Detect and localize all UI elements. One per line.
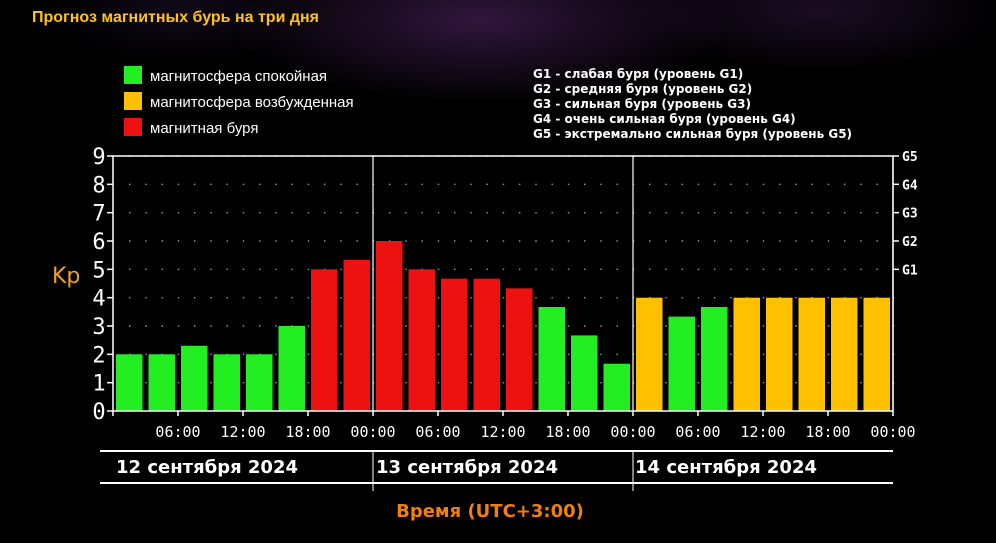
bar (246, 354, 273, 411)
bar (863, 297, 890, 411)
x-tick-label: 18:00 (285, 423, 330, 441)
bar (701, 307, 728, 411)
legend-label-excited: магнитосфера возбужденная (150, 94, 354, 111)
day-label: 13 сентября 2024 (376, 457, 558, 478)
bar (376, 241, 403, 411)
bar (538, 307, 565, 411)
bar (668, 316, 695, 411)
g-tick-label: G1 (902, 263, 918, 278)
day-label: 14 сентября 2024 (635, 457, 817, 478)
x-tick-label: 12:00 (740, 423, 785, 441)
g-tick-label: G3 (902, 207, 918, 222)
y-tick-label: 6 (92, 230, 105, 255)
bar (148, 354, 175, 411)
g-scale-item-2: G2 - средняя буря (уровень G2) (533, 82, 752, 96)
x-tick-label: 18:00 (805, 423, 850, 441)
bar (733, 297, 760, 411)
bar (636, 297, 663, 411)
bar (441, 278, 468, 411)
y-tick-label: 9 (92, 145, 105, 170)
y-axis-label: Kp (52, 264, 80, 289)
legend-label-storm: магнитная буря (150, 120, 258, 137)
y-tick-label: 8 (92, 173, 105, 198)
bar (571, 335, 598, 411)
g-tick-label: G2 (902, 235, 918, 250)
x-tick-label: 12:00 (220, 423, 265, 441)
x-tick-label: 06:00 (155, 423, 200, 441)
legend-swatch-storm (124, 118, 142, 136)
bar (311, 269, 338, 411)
bar (213, 354, 240, 411)
x-axis-label: Время (UTC+3:00) (396, 501, 584, 522)
page-title: Прогноз магнитных бурь на три дня (32, 9, 319, 26)
bar (766, 297, 793, 411)
legend-swatch-calm (124, 66, 142, 84)
g-tick-label: G5 (902, 150, 918, 165)
bars (116, 241, 890, 411)
y-tick-label: 5 (92, 258, 105, 283)
bar (343, 260, 370, 411)
bar (181, 345, 208, 411)
x-tick-label: 12:00 (480, 423, 525, 441)
x-tick-label: 00:00 (350, 423, 395, 441)
bar (831, 297, 858, 411)
y-tick-label: 2 (92, 343, 105, 368)
bar (278, 326, 305, 411)
bar (603, 363, 630, 411)
x-axis: 06:00 12:00 18:00 00:00 06:00 12:00 18:00 00:00… (100, 411, 916, 522)
y-tick-label: 4 (92, 287, 105, 312)
bar (408, 269, 435, 411)
x-tick-label: 00:00 (870, 423, 915, 441)
g-scale-item-5: G5 - экстремально сильная буря (уровень … (533, 127, 852, 141)
y-tick-label: 3 (92, 315, 105, 340)
x-tick-label: 00:00 (610, 423, 655, 441)
y-tick-label: 1 (92, 372, 105, 397)
bar (473, 278, 500, 411)
legend: магнитосфера спокойная магнитосфера возбу… (124, 66, 354, 137)
g-scale-item-4: G4 - очень сильная буря (уровень G4) (533, 112, 796, 126)
bar (116, 354, 143, 411)
x-tick-label: 06:00 (675, 423, 720, 441)
legend-swatch-excited (124, 92, 142, 110)
y-tick-label: 7 (92, 202, 105, 227)
x-tick-label: 06:00 (415, 423, 460, 441)
g-scale-item-3: G3 - сильная буря (уровень G3) (533, 97, 751, 111)
y-tick-label: 0 (92, 400, 105, 425)
bar (798, 297, 825, 411)
legend-label-calm: магнитосфера спокойная (150, 68, 327, 85)
day-label: 12 сентября 2024 (116, 457, 298, 478)
g-tick-label: G4 (902, 178, 918, 193)
x-tick-label: 18:00 (545, 423, 590, 441)
g-scale-item-1: G1 - слабая буря (уровень G1) (533, 67, 743, 81)
bar (506, 288, 533, 411)
g-scale-legend: G1 - слабая буря (уровень G1)G2 - средня… (533, 67, 852, 141)
